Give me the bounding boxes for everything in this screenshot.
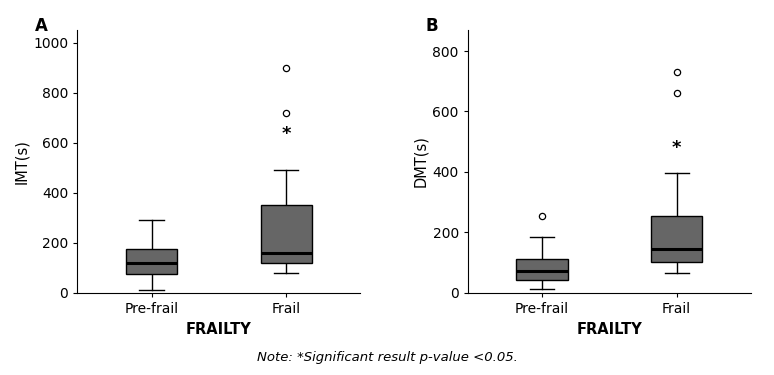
Bar (516, 259, 567, 280)
Y-axis label: DMT(s): DMT(s) (413, 135, 428, 187)
Bar (651, 216, 702, 262)
Text: Note: *Significant result p-value <0.05.: Note: *Significant result p-value <0.05. (256, 351, 518, 364)
Text: *: * (672, 139, 681, 157)
X-axis label: FRAILTY: FRAILTY (577, 322, 642, 338)
Text: *: * (282, 125, 291, 143)
Y-axis label: IMT(s): IMT(s) (14, 139, 29, 184)
Bar (261, 205, 312, 262)
Text: B: B (426, 17, 438, 35)
Text: A: A (35, 17, 48, 35)
X-axis label: FRAILTY: FRAILTY (186, 322, 252, 338)
Bar (126, 249, 177, 274)
